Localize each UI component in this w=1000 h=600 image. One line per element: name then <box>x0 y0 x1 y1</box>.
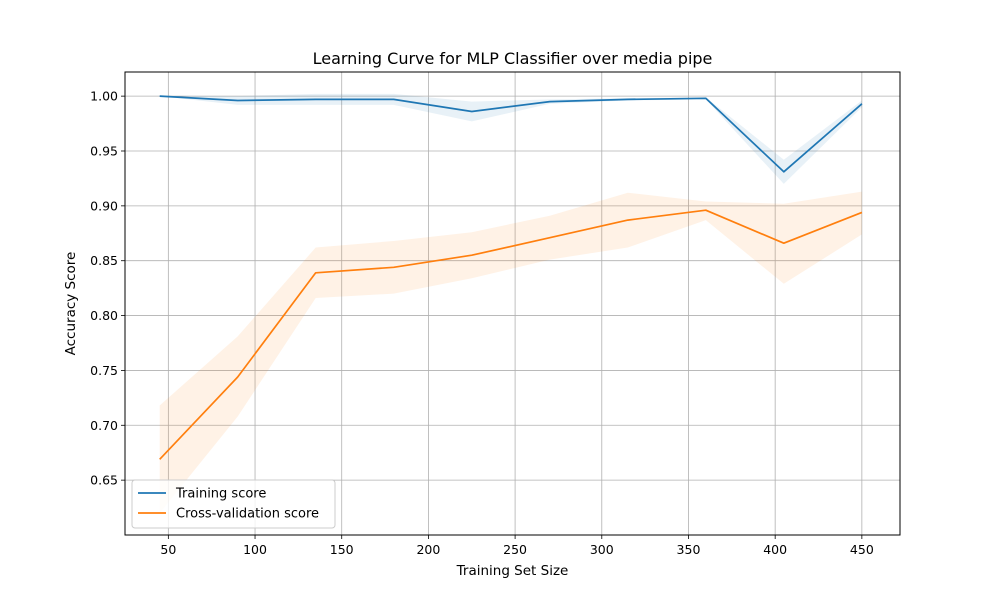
y-axis-ticks: 0.65 0.70 0.75 0.80 0.85 0.90 0.95 1.00 <box>90 89 125 488</box>
grid-lines <box>125 72 900 535</box>
cross-validation-score-line <box>159 209 863 460</box>
y-tick-label: 0.65 <box>90 473 118 488</box>
training-score-band <box>159 93 862 184</box>
y-tick-label: 0.90 <box>90 198 118 213</box>
x-tick-label: 450 <box>850 542 874 557</box>
y-tick-label: 0.75 <box>90 363 118 378</box>
x-tick-label: 50 <box>160 542 176 557</box>
y-tick-label: 1.00 <box>90 89 118 104</box>
chart-title: Learning Curve for MLP Classifier over m… <box>313 49 713 68</box>
y-tick-label: 0.80 <box>90 308 118 323</box>
x-axis-ticks: 50 100 150 200 250 300 350 400 450 <box>160 535 874 557</box>
plot-frame <box>124 71 901 536</box>
y-tick-label: 0.95 <box>90 143 118 158</box>
x-tick-label: 200 <box>416 542 440 557</box>
y-tick-label: 0.70 <box>90 418 118 433</box>
x-axis-label: Training Set Size <box>456 563 569 579</box>
x-tick-label: 350 <box>677 542 701 557</box>
legend-box <box>131 479 336 529</box>
x-tick-label: 400 <box>763 542 787 557</box>
legend-label-training: Training score <box>175 487 266 502</box>
series-lines <box>159 95 863 460</box>
x-tick-label: 100 <box>243 542 267 557</box>
x-tick-label: 300 <box>590 542 614 557</box>
y-tick-label: 0.85 <box>90 253 118 268</box>
y-axis-label: Accuracy Score <box>63 252 79 356</box>
legend: Training score Cross-validation score <box>131 479 336 529</box>
x-tick-label: 250 <box>503 542 527 557</box>
legend-label-cross-validation: Cross-validation score <box>176 507 319 522</box>
training-score-line <box>159 95 863 173</box>
x-tick-label: 150 <box>330 542 354 557</box>
